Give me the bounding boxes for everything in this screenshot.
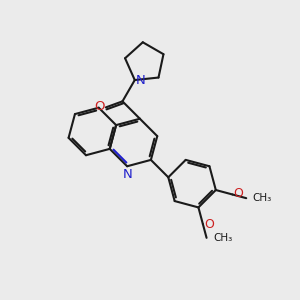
- Text: O: O: [94, 100, 104, 113]
- Text: N: N: [136, 74, 146, 86]
- Text: CH₃: CH₃: [253, 193, 272, 203]
- Text: O: O: [204, 218, 214, 231]
- Text: O: O: [233, 188, 243, 200]
- Text: CH₃: CH₃: [213, 233, 232, 243]
- Text: N: N: [122, 168, 132, 182]
